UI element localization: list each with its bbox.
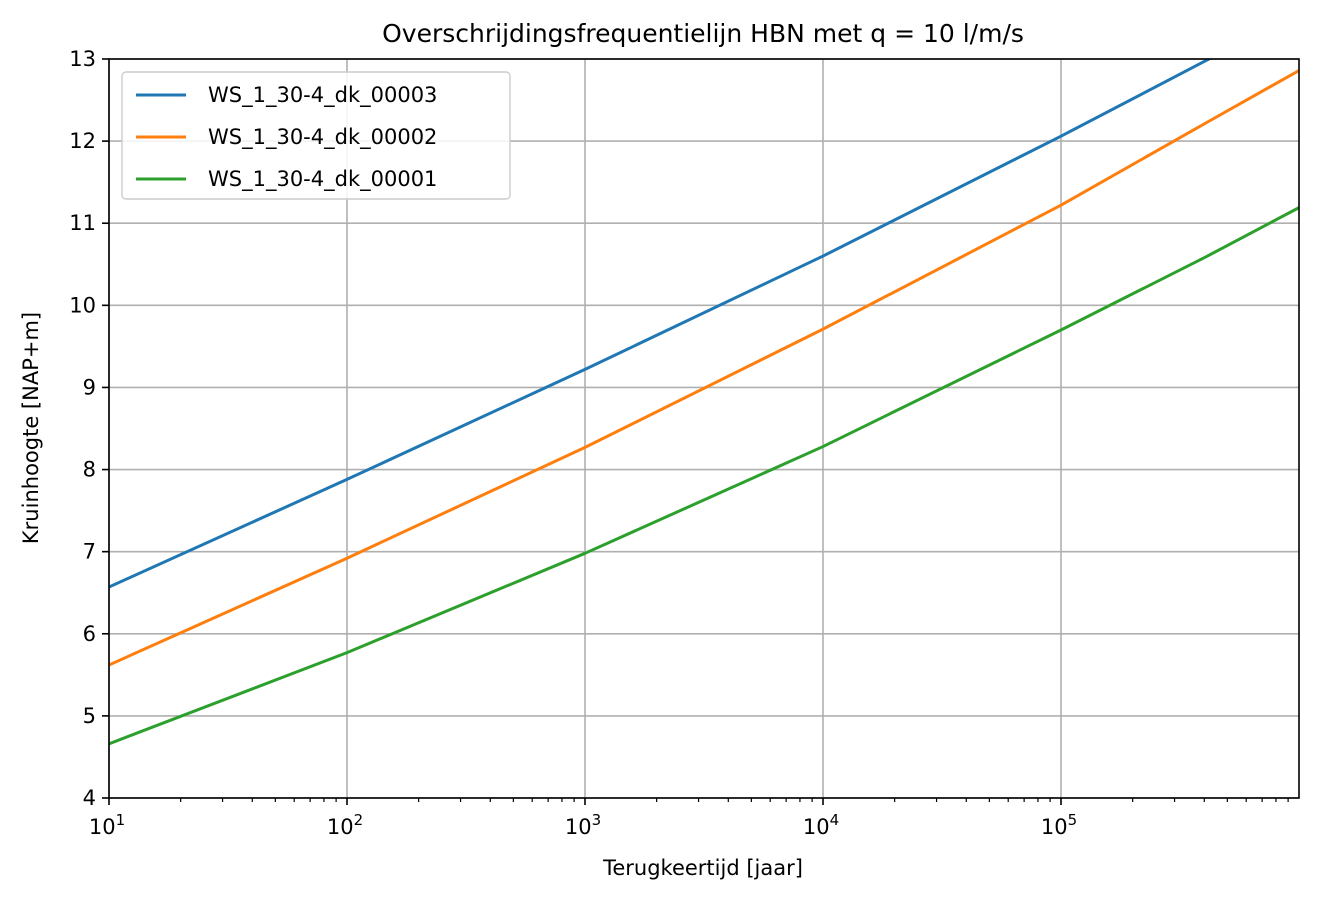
x-axis: 101 102 103 104 105 — [89, 798, 1289, 839]
series-layer — [109, 59, 1299, 746]
y-tick-label: 6 — [83, 622, 96, 646]
x-tick-label-base: 10 — [327, 815, 354, 839]
x-tick-label-exponent: 3 — [592, 811, 602, 829]
y-tick-label: 5 — [83, 704, 96, 728]
legend-box — [121, 71, 511, 200]
series-line-3 — [109, 206, 1299, 746]
y-tick-label: 13 — [69, 47, 96, 71]
x-tick-label: 102 — [327, 811, 363, 839]
legend-label: WS_1_30-4_dk_00003 — [208, 83, 437, 108]
x-tick-label: 105 — [1041, 811, 1077, 839]
x-axis-label: Terugkeertijd [jaar] — [602, 856, 803, 880]
series-line-1 — [109, 59, 1213, 589]
legend: WS_1_30-4_dk_00003 WS_1_30-4_dk_00002 WS_1… — [121, 71, 511, 200]
y-tick-label: 7 — [83, 540, 96, 564]
x-tick-label: 103 — [565, 811, 601, 839]
y-axis-label: Kruinhoogte [NAP+m] — [19, 312, 43, 544]
chart-title: Overschrijdingsfrequentielijn HBN met q … — [382, 19, 1024, 48]
plot-frame — [108, 58, 1300, 799]
y-tick-label: 4 — [83, 786, 96, 810]
y-tick-label: 11 — [69, 211, 96, 235]
x-tick-label: 104 — [803, 811, 839, 839]
y-axis: 4 5 6 7 8 9 10 11 12 13 — [69, 47, 109, 810]
y-tick-label: 8 — [83, 458, 96, 482]
x-tick-label: 101 — [89, 811, 125, 839]
legend-label: WS_1_30-4_dk_00002 — [208, 125, 437, 150]
y-tick-label: 10 — [69, 293, 96, 317]
y-tick-label: 9 — [83, 375, 96, 399]
legend-label: WS_1_30-4_dk_00001 — [208, 167, 437, 192]
x-tick-label-base: 10 — [565, 815, 592, 839]
x-tick-label-base: 10 — [803, 815, 830, 839]
x-tick-label-exponent: 4 — [830, 811, 840, 829]
x-tick-label-base: 10 — [1041, 815, 1068, 839]
x-tick-label-exponent: 5 — [1068, 811, 1078, 829]
x-tick-label-exponent: 1 — [116, 811, 126, 829]
y-tick-label: 12 — [69, 129, 96, 153]
x-tick-label-exponent: 2 — [354, 811, 364, 829]
series-line-2 — [109, 69, 1299, 667]
x-tick-label-base: 10 — [89, 815, 116, 839]
